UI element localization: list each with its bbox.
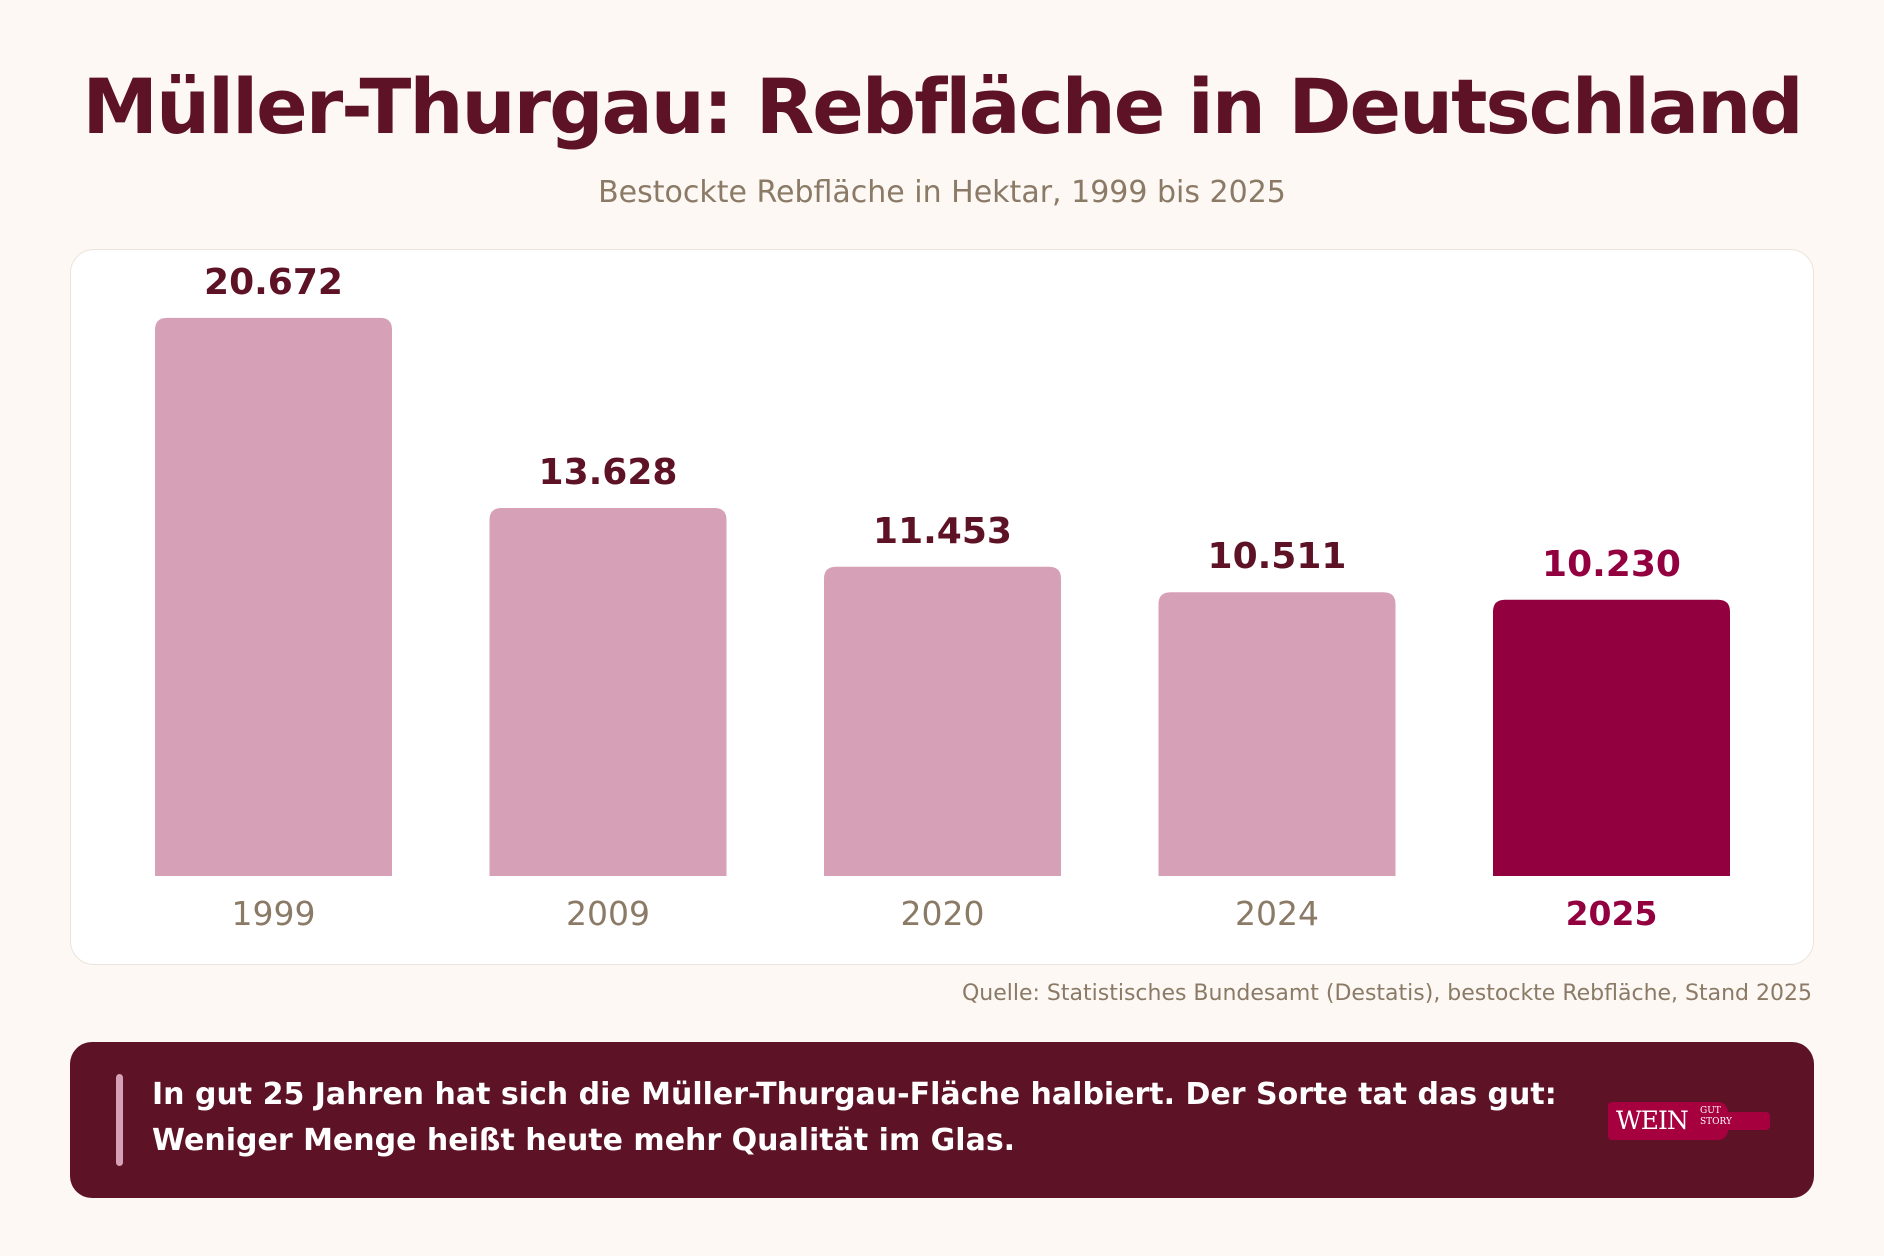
category-label-1999: 1999 <box>232 894 316 933</box>
bar-2025 <box>1493 599 1730 876</box>
logo-bottom-word: STORY <box>1700 1117 1732 1127</box>
value-label-2009: 13.628 <box>539 452 678 493</box>
chart-subtitle: Bestockte Rebfläche in Hektar, 1999 bis … <box>598 175 1286 210</box>
bar-2020 <box>824 566 1061 876</box>
source-note: Quelle: Statistisches Bundesamt (Destati… <box>961 981 1812 1006</box>
category-label-2009: 2009 <box>566 894 650 933</box>
value-label-2020: 11.453 <box>873 511 1012 552</box>
category-label-2020: 2020 <box>901 894 985 933</box>
takeaway-text: In gut 25 Jahren hat sich die Müller-Thu… <box>152 1077 1557 1158</box>
logo-subwordmark: GUT STORY <box>1700 1106 1734 1128</box>
bar-2009 <box>489 508 727 876</box>
bar-chart: 20.672 1999 13.628 2009 11.453 2020 10.511 2024… <box>155 262 1730 933</box>
bottle-shape <box>1608 1102 1728 1140</box>
value-label-2025: 10.230 <box>1542 544 1681 585</box>
chart-card: 20.672 1999 13.628 2009 11.453 2020 10.511 2024… <box>70 249 1814 965</box>
bar-2024 <box>1158 592 1396 876</box>
value-label-2024: 10.511 <box>1208 536 1347 577</box>
weingut-story-logo: WEIN GUT STORY <box>1608 1102 1772 1140</box>
value-label-1999: 20.672 <box>204 262 343 303</box>
chart-title: Müller-Thurgau: Rebfläche in Deutschland <box>82 62 1803 151</box>
logo-top-word: GUT <box>1700 1106 1721 1116</box>
logo-wordmark: WEIN <box>1616 1106 1689 1135</box>
category-label-2025: 2025 <box>1566 894 1658 933</box>
bottle-neck-shape <box>1726 1112 1770 1130</box>
takeaway-box: In gut 25 Jahren hat sich die Müller-Thu… <box>70 1042 1814 1198</box>
category-label-2024: 2024 <box>1235 894 1319 933</box>
bar-1999 <box>155 317 392 876</box>
accent-bar <box>116 1074 123 1166</box>
